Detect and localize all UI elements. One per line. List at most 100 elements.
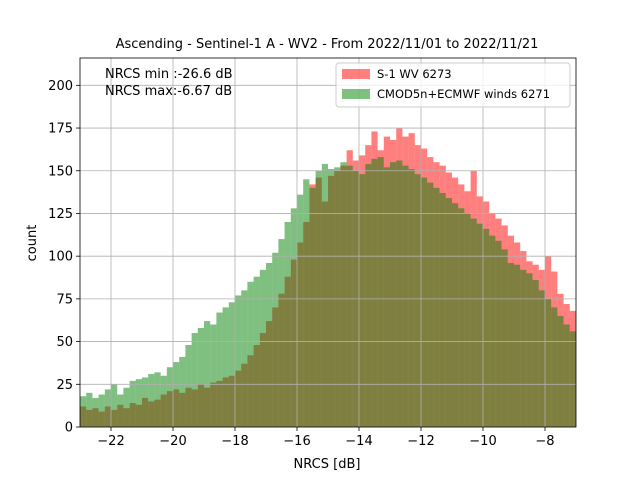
histogram-bar bbox=[545, 298, 552, 427]
histogram-bar bbox=[272, 252, 279, 427]
histogram-bar bbox=[321, 163, 328, 427]
x-tick-label: −8 bbox=[535, 434, 554, 449]
histogram-bar bbox=[216, 312, 223, 427]
histogram-bar bbox=[414, 174, 421, 427]
histogram-bar bbox=[569, 331, 576, 427]
histogram-bar bbox=[259, 269, 266, 427]
histogram-bar bbox=[365, 163, 372, 427]
histogram-bar bbox=[538, 290, 545, 427]
histogram-bar bbox=[204, 321, 211, 427]
histogram-bar bbox=[117, 394, 124, 427]
axes: −22 −20 −18 −16 −14 −12 −10 −8 0 25 50 75 100 125 150 1… bbox=[48, 57, 577, 449]
x-tick-label: −10 bbox=[469, 434, 496, 449]
histogram-bar bbox=[104, 389, 111, 427]
histogram-bar bbox=[427, 182, 434, 427]
histogram-bar bbox=[179, 356, 186, 427]
histogram-bar bbox=[507, 263, 514, 427]
histogram-bar bbox=[135, 379, 142, 427]
x-tick-label: −12 bbox=[407, 434, 434, 449]
histogram-bar bbox=[346, 165, 353, 427]
y-tick-label: 200 bbox=[48, 79, 73, 94]
histogram-bar bbox=[253, 276, 260, 427]
histogram-bar bbox=[514, 264, 521, 427]
histogram-bar bbox=[433, 187, 440, 427]
histogram-bar bbox=[340, 162, 347, 428]
histogram-bar bbox=[185, 345, 192, 427]
histogram-bar bbox=[501, 249, 508, 427]
histogram-bar bbox=[290, 208, 297, 427]
histogram-bar bbox=[377, 157, 384, 428]
histogram-bar bbox=[526, 273, 533, 427]
legend-swatch-cmod5n bbox=[342, 89, 370, 99]
histogram-bar bbox=[241, 290, 248, 427]
histogram-bar bbox=[297, 194, 304, 427]
y-tick-label: 100 bbox=[48, 250, 73, 265]
histogram-bar bbox=[235, 295, 242, 427]
histogram-bar bbox=[80, 396, 87, 427]
nrcs-min-annotation: NRCS min :-26.6 dB bbox=[105, 67, 233, 82]
histogram-bar bbox=[98, 394, 105, 427]
histogram-bar bbox=[495, 240, 502, 427]
histogram-bar bbox=[222, 307, 229, 427]
y-tick-label: 150 bbox=[48, 164, 73, 179]
histogram-bars bbox=[80, 128, 576, 428]
histogram-bar bbox=[458, 208, 465, 427]
histogram-bar bbox=[551, 307, 558, 427]
histogram-bar bbox=[92, 397, 99, 427]
histogram-bar bbox=[197, 327, 204, 427]
legend-label-cmod5n: CMOD5n+ECMWF winds 6271 bbox=[377, 87, 550, 101]
plot-frame bbox=[79, 57, 577, 428]
histogram-bar bbox=[142, 377, 149, 427]
y-tick-label: 75 bbox=[56, 292, 73, 307]
histogram-bar bbox=[173, 362, 180, 427]
y-axis-label: count bbox=[25, 225, 40, 262]
histogram-bar bbox=[266, 263, 273, 427]
x-tick-label: −18 bbox=[221, 434, 248, 449]
x-tick-label: −16 bbox=[283, 434, 310, 449]
histogram-bar bbox=[148, 374, 155, 427]
histogram-bar bbox=[557, 315, 564, 427]
histogram-bar bbox=[408, 169, 415, 427]
histogram-bar bbox=[210, 324, 217, 427]
histogram-bar bbox=[470, 218, 477, 427]
x-tick-label: −14 bbox=[345, 434, 372, 449]
y-tick-label: 25 bbox=[56, 378, 73, 393]
histogram-bar bbox=[452, 203, 459, 427]
legend-box bbox=[335, 62, 571, 108]
histogram-bar bbox=[86, 392, 93, 427]
nrcs-max-annotation: NRCS max:-6.67 dB bbox=[105, 84, 232, 99]
x-tick-label: −20 bbox=[159, 434, 186, 449]
y-tick-label: 50 bbox=[56, 335, 73, 350]
histogram-bar bbox=[396, 160, 403, 427]
histogram-bar bbox=[563, 324, 570, 427]
histogram-bar bbox=[191, 333, 198, 427]
histogram-bar bbox=[284, 222, 291, 427]
histogram-bar bbox=[228, 302, 235, 427]
histogram-bar bbox=[278, 239, 285, 427]
histogram-bar bbox=[328, 169, 335, 427]
histogram-bar bbox=[439, 192, 446, 427]
x-axis-label: NRCS [dB] bbox=[294, 457, 361, 472]
histogram-bar bbox=[371, 158, 378, 427]
histogram-bar bbox=[160, 375, 167, 427]
histogram-bar bbox=[520, 269, 527, 427]
histogram-bar bbox=[483, 228, 490, 427]
legend-swatch-s1-wv bbox=[342, 69, 370, 79]
histogram-bar bbox=[489, 235, 496, 427]
y-tick-label: 175 bbox=[48, 122, 73, 137]
histogram-bar bbox=[123, 387, 130, 427]
histogram-bar bbox=[154, 372, 161, 427]
histogram-bar bbox=[111, 384, 118, 427]
x-tick-label: −22 bbox=[97, 434, 124, 449]
histogram-bar bbox=[166, 367, 173, 427]
histogram-bar bbox=[334, 167, 341, 428]
histogram-bar bbox=[247, 281, 254, 427]
legend-label-s1-wv: S-1 WV 6273 bbox=[377, 67, 452, 81]
histogram-bar bbox=[303, 179, 310, 427]
histogram-bar bbox=[402, 165, 409, 427]
histogram-bar bbox=[464, 213, 471, 427]
histogram-bar bbox=[359, 174, 366, 427]
histogram-bar bbox=[445, 198, 452, 427]
histogram-bar bbox=[390, 162, 397, 428]
